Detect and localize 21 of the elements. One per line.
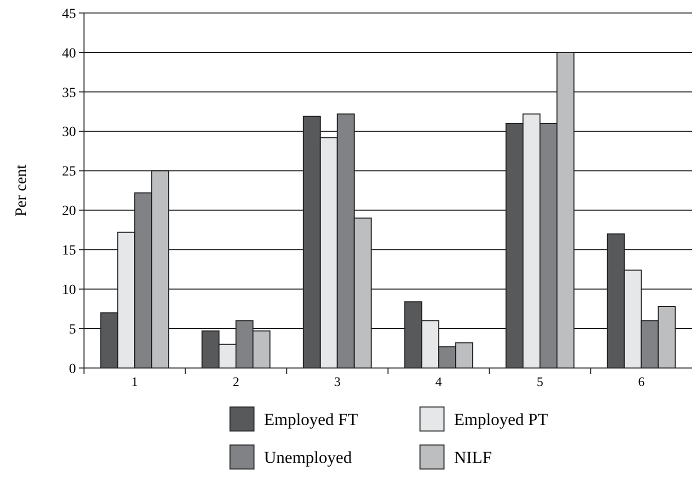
x-tick-label: 2 [232,374,240,389]
legend-label: NILF [454,448,492,467]
y-tick-label: 40 [62,46,76,62]
y-tick-label: 5 [69,322,76,338]
legend-label: Unemployed [264,448,352,467]
x-tick-label: 5 [536,374,544,389]
y-axis-title: Per cent [13,164,30,216]
x-tick-label: 4 [435,374,442,389]
y-tick-label: 25 [62,164,76,180]
x-tick-label: 1 [131,374,138,389]
y-tick-label: 30 [62,125,76,140]
legend-label: Employed PT [454,410,549,429]
y-tick-label: 20 [62,204,76,220]
y-tick-label: 45 [62,6,76,22]
y-tick-label: 10 [62,283,76,298]
x-tick-label: 3 [334,374,341,389]
y-tick-label: 15 [62,244,76,259]
y-tick-label: 35 [62,86,76,101]
y-tick-label: 0 [69,362,76,377]
x-tick-label: 6 [638,374,646,389]
legend-label: Employed FT [264,410,359,429]
